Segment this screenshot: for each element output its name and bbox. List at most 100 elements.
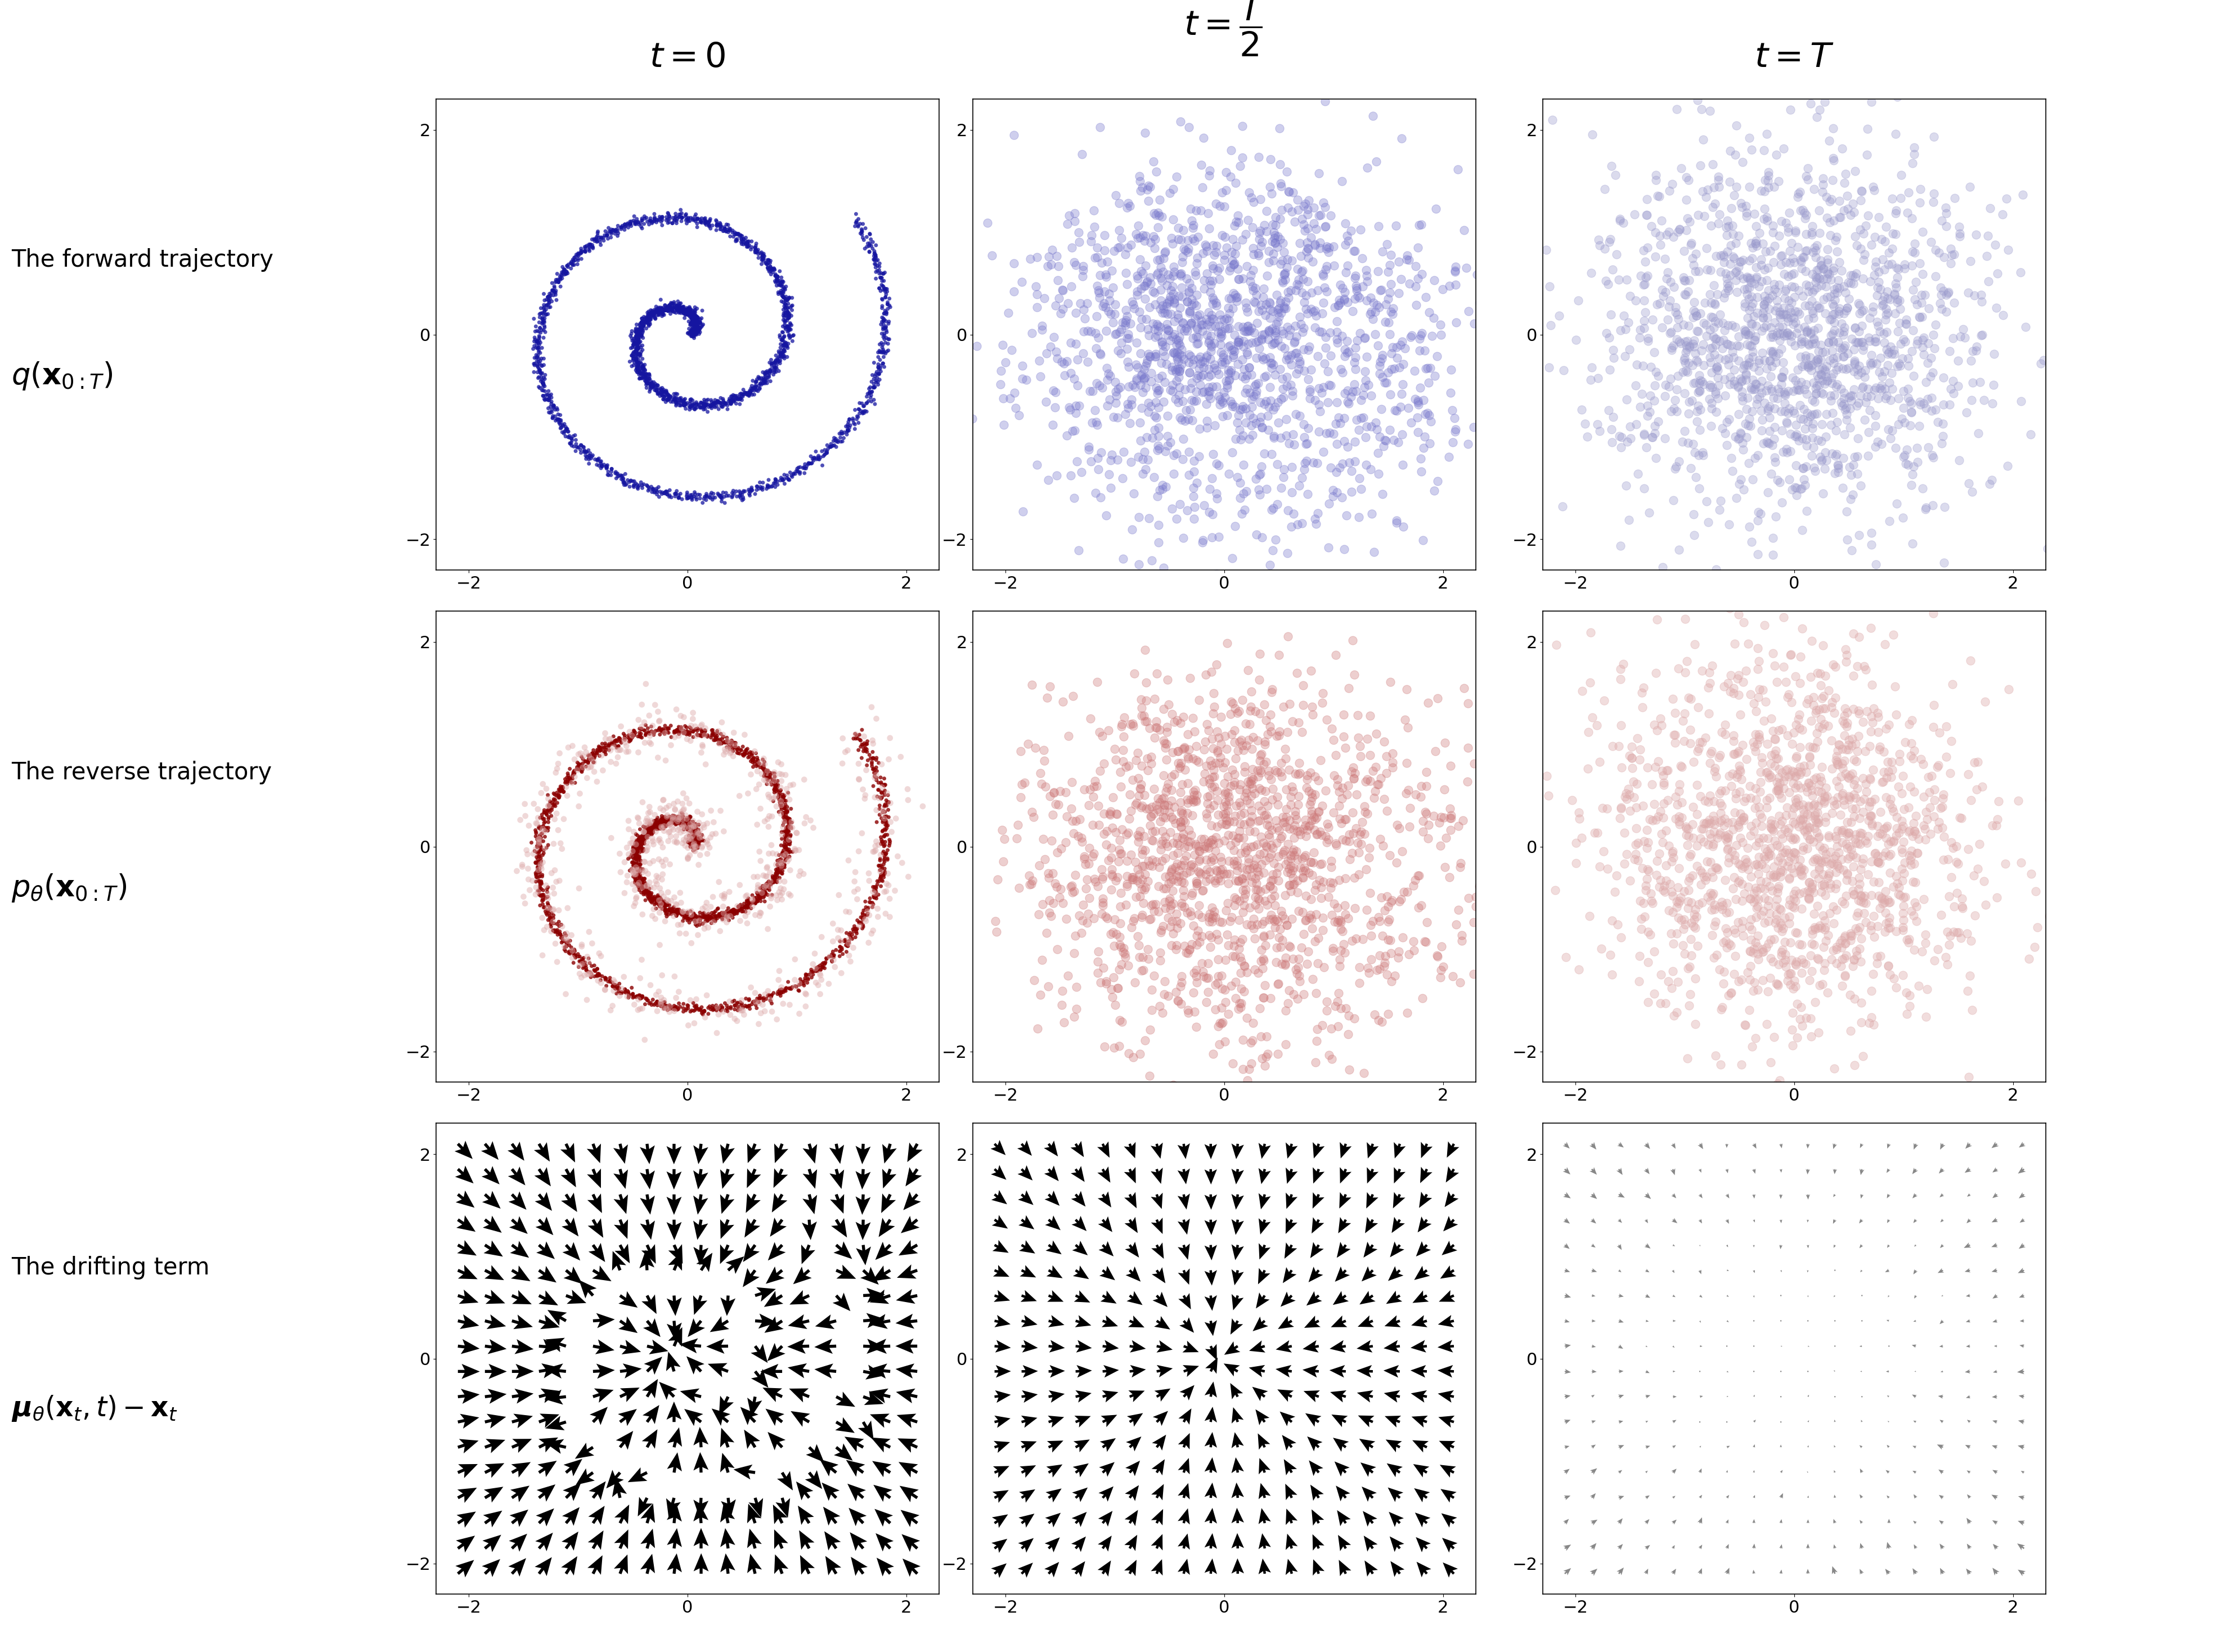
Point xyxy=(678,816,713,843)
Point xyxy=(660,808,695,834)
Point xyxy=(1813,370,1849,396)
Point xyxy=(1856,841,1892,867)
Point xyxy=(1695,193,1731,220)
Point xyxy=(850,895,885,922)
Point xyxy=(642,380,678,406)
Point xyxy=(1259,390,1295,416)
Point xyxy=(767,978,803,1004)
Point xyxy=(729,882,765,909)
Point xyxy=(1715,681,1751,707)
Point xyxy=(1221,202,1257,228)
Point xyxy=(1301,319,1337,345)
Point xyxy=(1972,195,2008,221)
Point xyxy=(1339,327,1375,354)
Point xyxy=(740,238,776,264)
Point xyxy=(637,297,673,324)
Point xyxy=(642,479,678,506)
Point xyxy=(1775,365,1811,392)
Point xyxy=(1968,892,2003,919)
Point xyxy=(1838,316,1874,342)
Point xyxy=(707,724,742,750)
Point xyxy=(1668,813,1704,839)
Point xyxy=(1143,940,1178,966)
Point xyxy=(762,269,798,296)
Point xyxy=(765,284,800,311)
Point xyxy=(769,292,805,319)
Point xyxy=(1673,942,1708,968)
Point xyxy=(1813,947,1849,973)
Point xyxy=(691,914,727,940)
Point xyxy=(1178,872,1214,899)
Point xyxy=(1874,236,1910,263)
Point xyxy=(1757,142,1793,169)
Point xyxy=(742,750,778,776)
Point xyxy=(1778,411,1813,438)
Point xyxy=(1695,831,1731,857)
Point xyxy=(530,785,566,811)
Point xyxy=(1771,287,1807,314)
Point xyxy=(733,476,769,502)
Point xyxy=(537,902,572,928)
Point xyxy=(1143,296,1178,322)
Point xyxy=(648,380,684,406)
Point xyxy=(577,952,613,978)
Point xyxy=(669,824,704,851)
Point xyxy=(604,463,639,489)
Point xyxy=(657,387,693,413)
Point xyxy=(673,833,709,859)
Point xyxy=(561,960,597,986)
Point xyxy=(523,335,559,362)
Point xyxy=(537,786,572,813)
Point xyxy=(1954,786,1990,813)
Point xyxy=(1252,291,1288,317)
Point xyxy=(720,735,756,762)
Point xyxy=(657,203,693,230)
Point xyxy=(1715,182,1751,208)
Point xyxy=(1811,1079,1847,1105)
Point xyxy=(675,818,711,844)
Point xyxy=(1889,178,1925,205)
Point xyxy=(767,324,803,350)
Point xyxy=(541,408,577,434)
Point xyxy=(666,719,702,745)
Point xyxy=(1107,943,1143,970)
Point xyxy=(1216,762,1252,788)
Point xyxy=(1082,811,1118,838)
Point xyxy=(626,309,662,335)
Point xyxy=(537,273,572,299)
Point xyxy=(749,872,785,899)
Point xyxy=(628,824,664,851)
Point xyxy=(1310,390,1346,416)
Point xyxy=(1313,874,1348,900)
Point xyxy=(624,306,660,332)
Point xyxy=(637,377,673,403)
Point xyxy=(1753,927,1789,953)
Point xyxy=(1860,914,1896,940)
Point xyxy=(1225,363,1261,390)
Point xyxy=(633,373,669,400)
Point xyxy=(780,971,816,998)
Point xyxy=(704,390,740,416)
Point xyxy=(729,230,765,256)
Point xyxy=(617,337,653,363)
Point xyxy=(584,742,619,768)
Point xyxy=(653,993,689,1019)
Point xyxy=(675,813,711,839)
Point xyxy=(1798,791,1834,818)
Point xyxy=(669,294,704,320)
Point xyxy=(673,813,709,839)
Point xyxy=(657,993,693,1019)
Point xyxy=(628,363,664,390)
Point xyxy=(747,879,783,905)
Point xyxy=(615,340,651,367)
Point xyxy=(756,866,792,892)
Point xyxy=(1802,973,1838,999)
Point xyxy=(1266,238,1301,264)
Point xyxy=(1259,905,1295,932)
Point xyxy=(1869,296,1905,322)
Point xyxy=(1796,692,1831,719)
Point xyxy=(646,378,682,405)
Point xyxy=(700,388,736,415)
Point xyxy=(675,834,711,861)
Point xyxy=(1292,657,1328,684)
